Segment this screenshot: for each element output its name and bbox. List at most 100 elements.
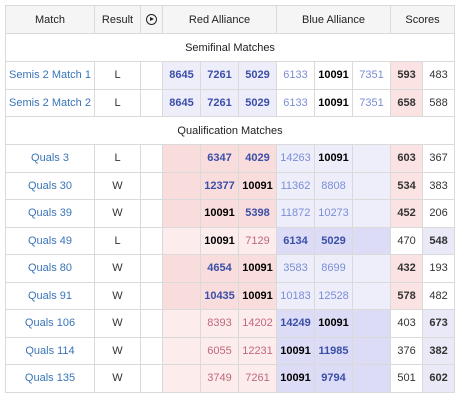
match-link[interactable]: Quals 91	[27, 289, 73, 302]
result-cell: L	[94, 144, 141, 173]
red-team-number[interactable]: 7129	[245, 234, 270, 247]
blue-team-cell: 10091	[314, 309, 353, 338]
blue-team-number[interactable]: 10273	[318, 207, 349, 220]
table-row: Quals 135 W 3749 7261 10091 9794 501 602	[5, 364, 456, 393]
table-row: Semis 2 Match 1 L 8645 7261 5029 6133 10091 735…	[5, 61, 456, 90]
red-team-cell: 6055	[200, 336, 239, 365]
match-link[interactable]: Semis 2 Match 1	[9, 69, 91, 82]
video-cell	[140, 88, 163, 117]
blue-team-number[interactable]: 10091	[318, 96, 349, 109]
match-link[interactable]: Quals 80	[27, 262, 73, 275]
col-video-header	[140, 5, 163, 34]
result-cell: W	[94, 336, 141, 365]
red-team-cell: 12377	[200, 171, 239, 200]
blue-team-cell: 10091	[314, 88, 353, 117]
red-team-number[interactable]: 5029	[245, 69, 270, 82]
red-team-cell: 12231	[238, 336, 277, 365]
match-link[interactable]: Quals 30	[27, 179, 73, 192]
red-team-number[interactable]: 6347	[207, 152, 232, 165]
red-team-number[interactable]: 10091	[242, 179, 273, 192]
blue-team-number[interactable]: 6134	[283, 234, 308, 247]
red-team-cell: 4029	[238, 144, 277, 173]
blue-team-cell: 10091	[276, 336, 315, 365]
red-team-number[interactable]: 4029	[245, 152, 270, 165]
match-cell: Semis 2 Match 1	[5, 61, 95, 90]
match-link[interactable]: Quals 39	[27, 207, 73, 220]
blue-team-number[interactable]: 6133	[283, 69, 308, 82]
match-link[interactable]: Quals 106	[24, 317, 76, 330]
match-cell: Quals 106	[5, 309, 95, 338]
blue-team-number[interactable]: 11985	[318, 344, 349, 357]
header-row: Match Result Red Alliance Blue Alliance …	[5, 5, 456, 34]
blue-team-cell-empty	[351, 171, 392, 200]
table-row: Quals 106 W 8393 14202 14249 10091 403 673	[5, 309, 456, 338]
red-team-number[interactable]: 10091	[204, 234, 235, 247]
blue-team-number[interactable]: 12528	[318, 289, 349, 302]
red-team-number[interactable]: 10091	[204, 207, 235, 220]
red-team-cell: 8645	[162, 88, 201, 117]
red-team-number[interactable]: 6055	[207, 344, 232, 357]
red-team-number[interactable]: 5029	[245, 96, 270, 109]
red-team-number[interactable]: 7261	[207, 69, 232, 82]
red-team-number[interactable]: 8645	[169, 96, 194, 109]
blue-score-cell: 206	[422, 199, 456, 228]
red-team-number[interactable]: 10091	[242, 289, 273, 302]
blue-team-number[interactable]: 14249	[280, 317, 311, 330]
blue-team-number[interactable]: 7351	[359, 69, 384, 82]
blue-team-number[interactable]: 10091	[280, 372, 311, 385]
col-red-alliance-header: Red Alliance	[162, 5, 277, 34]
blue-team-number[interactable]: 10091	[318, 152, 349, 165]
red-team-number[interactable]: 3749	[207, 372, 232, 385]
col-result-header: Result	[94, 5, 141, 34]
red-team-number[interactable]: 8645	[169, 69, 194, 82]
blue-team-number[interactable]: 8808	[321, 179, 346, 192]
match-link[interactable]: Quals 114	[25, 344, 75, 357]
match-link[interactable]: Quals 135	[24, 372, 76, 385]
blue-team-number[interactable]: 5029	[321, 234, 346, 247]
blue-team-number[interactable]: 9794	[321, 372, 346, 385]
red-team-cell: 3749	[200, 364, 239, 393]
red-team-cell: 8393	[200, 309, 239, 338]
red-team-cell-empty	[162, 281, 201, 310]
red-score-cell: 470	[390, 226, 424, 255]
result-cell: W	[94, 199, 141, 228]
match-link[interactable]: Semis 2 Match 2	[9, 96, 91, 109]
red-team-cell: 5029	[238, 88, 277, 117]
result-cell: L	[94, 61, 141, 90]
red-score-cell: 658	[390, 88, 424, 117]
blue-team-number[interactable]: 11872	[280, 207, 311, 220]
blue-team-number[interactable]: 10183	[280, 289, 311, 302]
red-team-number[interactable]: 14202	[242, 317, 273, 330]
match-link[interactable]: Quals 49	[27, 234, 73, 247]
red-team-cell: 5398	[238, 199, 277, 228]
red-team-number[interactable]: 10435	[204, 289, 235, 302]
blue-team-number[interactable]: 11362	[280, 179, 311, 192]
blue-team-cell: 6133	[276, 61, 315, 90]
video-cell	[140, 254, 163, 283]
red-team-number[interactable]: 10091	[242, 262, 273, 275]
red-team-number[interactable]: 8393	[207, 317, 232, 330]
red-score-cell: 603	[390, 144, 424, 173]
blue-team-cell: 14249	[276, 309, 315, 338]
blue-team-cell-empty	[351, 336, 392, 365]
red-team-number[interactable]: 7261	[207, 96, 232, 109]
blue-team-number[interactable]: 7351	[359, 96, 384, 109]
red-team-number[interactable]: 12377	[204, 179, 235, 192]
red-team-number[interactable]: 12231	[242, 344, 273, 357]
blue-team-cell: 10273	[314, 199, 353, 228]
match-cell: Quals 49	[5, 226, 95, 255]
blue-team-number[interactable]: 10091	[280, 344, 311, 357]
match-link[interactable]: Quals 3	[31, 152, 69, 165]
blue-team-cell-empty	[351, 364, 392, 393]
blue-team-number[interactable]: 10091	[318, 69, 349, 82]
blue-team-number[interactable]: 3583	[283, 262, 308, 275]
blue-team-number[interactable]: 14263	[280, 152, 311, 165]
blue-team-number[interactable]: 8699	[321, 262, 346, 275]
match-cell: Quals 39	[5, 199, 95, 228]
video-cell	[140, 281, 163, 310]
blue-team-number[interactable]: 10091	[318, 317, 349, 330]
blue-team-number[interactable]: 6133	[283, 96, 308, 109]
red-team-number[interactable]: 7261	[245, 372, 270, 385]
red-team-number[interactable]: 5398	[245, 207, 270, 220]
red-team-number[interactable]: 4654	[207, 262, 232, 275]
